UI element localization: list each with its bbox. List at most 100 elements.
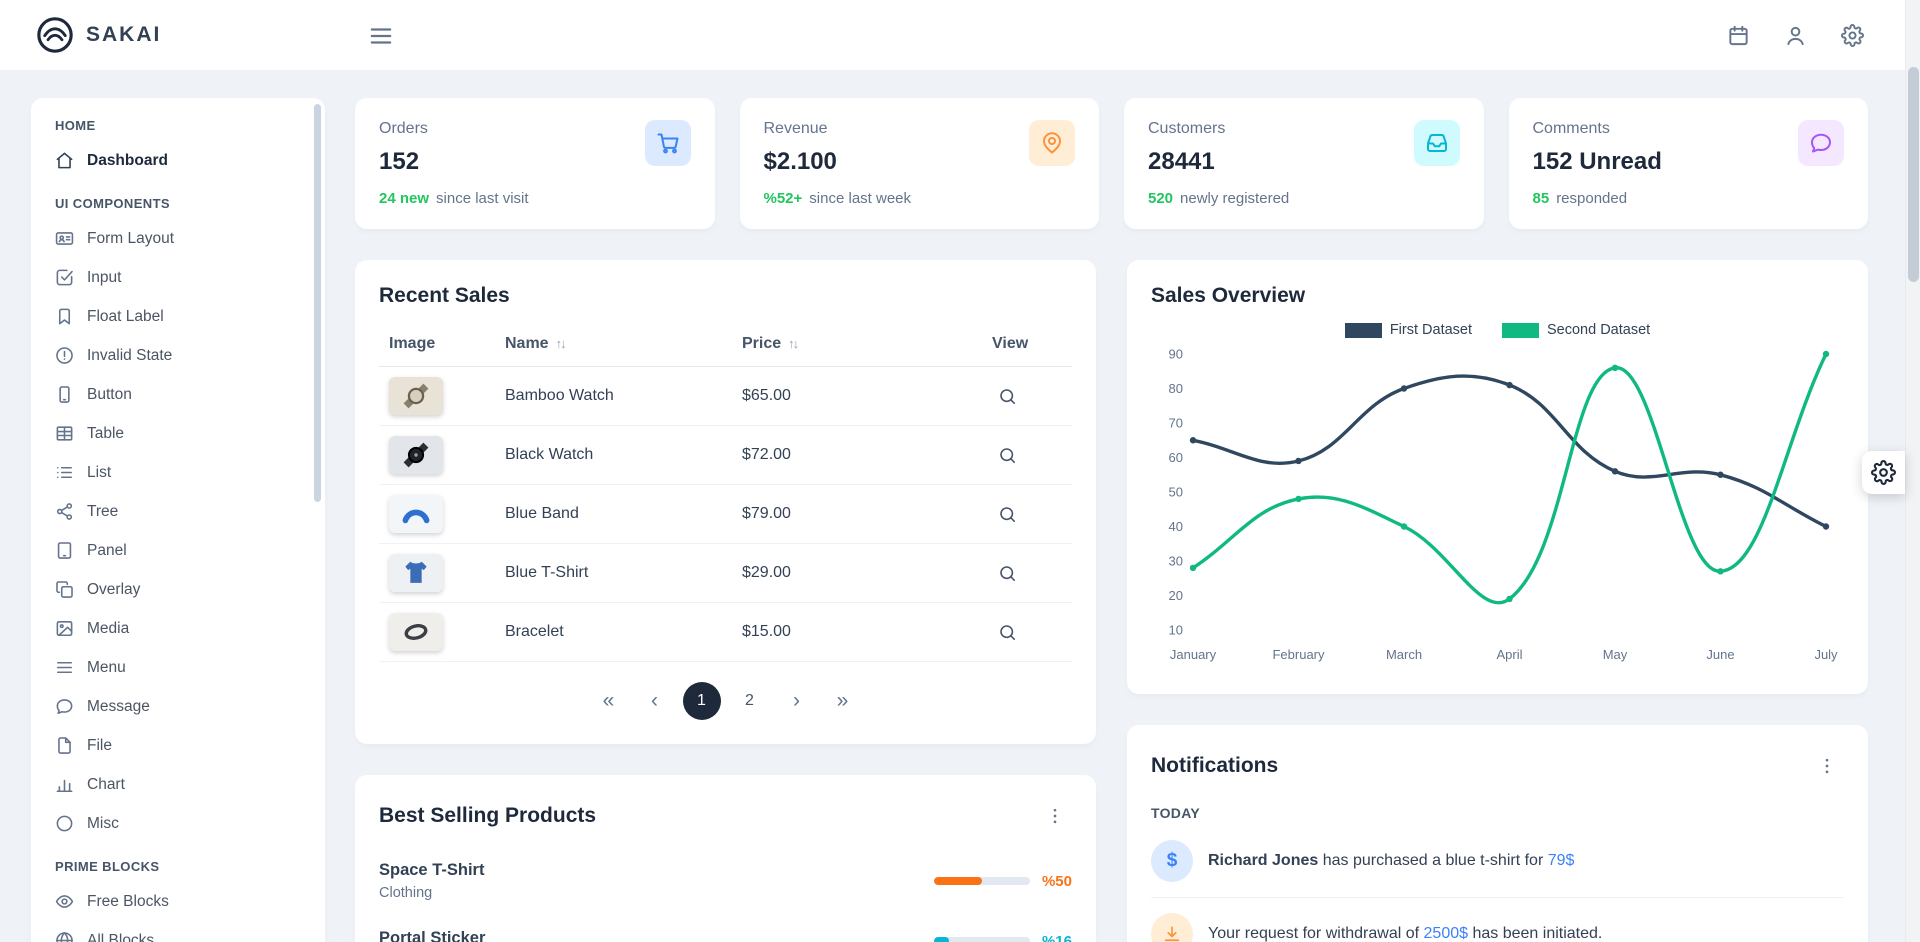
sidebar-item-float-label[interactable]: Float Label — [45, 297, 311, 336]
svg-text:70: 70 — [1169, 416, 1183, 431]
best-selling-card: Best Selling Products Space T-Shirt Cloth… — [355, 775, 1096, 942]
sort-icon: ↑↓ — [788, 336, 799, 351]
sidebar-item-label: Misc — [87, 814, 119, 832]
last-page-button[interactable]: » — [825, 683, 861, 719]
sidebar-item-panel[interactable]: Panel — [45, 531, 311, 570]
scrollbar-thumb[interactable] — [1908, 67, 1919, 282]
legend-item-second-dataset[interactable]: Second Dataset — [1502, 322, 1650, 338]
best-selling-menu-button[interactable] — [1038, 799, 1072, 833]
kebab-icon — [1045, 806, 1065, 826]
stat-icon-box — [1798, 120, 1844, 166]
table-row: Bracelet $15.00 — [379, 602, 1072, 662]
sidebar-item-overlay[interactable]: Overlay — [45, 570, 311, 609]
sidebar-item-file[interactable]: File — [45, 726, 311, 765]
product-price-cell: $65.00 — [732, 366, 982, 426]
product-price-cell: $79.00 — [732, 484, 982, 544]
page-button-1[interactable]: 1 — [682, 682, 721, 720]
view-product-button[interactable] — [992, 558, 1023, 589]
eye-icon — [55, 892, 74, 911]
product-image-cell — [379, 484, 495, 544]
sidebar-item-dashboard[interactable]: Dashboard — [45, 141, 311, 180]
profile-button[interactable] — [1784, 24, 1807, 47]
notification-item: $ Richard Jones has purchased a blue t-sh… — [1151, 825, 1844, 898]
sidebar-item-message[interactable]: Message — [45, 687, 311, 726]
recent-sales-table: Image Name ↑↓ Price ↑↓ View Bamboo Watch $6… — [379, 322, 1072, 662]
data-point — [1611, 364, 1619, 371]
calendar-button[interactable] — [1727, 24, 1750, 47]
sidebar-item-misc[interactable]: Misc — [45, 804, 311, 843]
first-page-button[interactable]: « — [591, 683, 627, 719]
home-icon — [55, 151, 74, 170]
menu-toggle-button[interactable] — [362, 17, 400, 55]
data-point — [1506, 381, 1513, 389]
stat-card-comments: Comments 152 Unread 85 responded — [1508, 98, 1868, 229]
file-icon — [55, 736, 74, 755]
next-page-button[interactable]: › — [779, 683, 815, 719]
svg-text:July: July — [1814, 647, 1838, 662]
search-icon — [998, 623, 1017, 642]
globe-icon — [55, 931, 74, 942]
sidebar: HOME Dashboard UI COMPONENTS Form Layout Inp… — [31, 98, 325, 942]
stat-card-customers: Customers 28441 520 newly registered — [1124, 98, 1484, 229]
column-header-price[interactable]: Price ↑↓ — [732, 322, 982, 367]
settings-button[interactable] — [1841, 23, 1864, 47]
progress-percent-label: %16 — [1041, 932, 1072, 942]
svg-text:10: 10 — [1169, 623, 1183, 638]
notification-link[interactable]: 79$ — [1547, 851, 1575, 869]
product-name-cell: Bamboo Watch — [495, 366, 732, 426]
recent-sales-card: Recent Sales Image Name ↑↓ Price ↑↓ View B… — [355, 260, 1096, 744]
prev-page-button[interactable]: ‹ — [637, 683, 673, 719]
sidebar-item-form-layout[interactable]: Form Layout — [45, 219, 311, 258]
column-header-name[interactable]: Name ↑↓ — [495, 322, 732, 367]
sidebar-scrollbar[interactable] — [314, 104, 321, 502]
stat-highlight: 85 — [1532, 190, 1550, 207]
sidebar-item-media[interactable]: Media — [45, 609, 311, 648]
product-image-cell — [379, 366, 495, 426]
stats-row: Orders 152 24 new since last visit Revenue $2… — [355, 98, 1868, 229]
view-product-button[interactable] — [992, 440, 1023, 471]
notification-text-part: has been initiated. — [1468, 924, 1603, 942]
page-button-2[interactable]: 2 — [731, 682, 769, 720]
progress-bar — [933, 937, 1030, 942]
sidebar-item-label: Media — [87, 619, 130, 637]
view-product-button[interactable] — [992, 499, 1023, 530]
data-point — [1400, 523, 1408, 530]
main-content: Orders 152 24 new since last visit Revenue $2… — [355, 98, 1868, 942]
stat-highlight: 24 new — [379, 190, 430, 207]
topbar: SAKAI — [0, 0, 1920, 70]
sidebar-item-tree[interactable]: Tree — [45, 492, 311, 531]
sakai-logo — [36, 16, 74, 54]
view-product-button[interactable] — [992, 381, 1023, 412]
sidebar-item-list[interactable]: List — [45, 453, 311, 492]
sidebar-item-label: Panel — [87, 541, 127, 559]
legend-item-first-dataset[interactable]: First Dataset — [1344, 322, 1472, 338]
sidebar-item-all-blocks[interactable]: All Blocks — [45, 921, 311, 942]
data-point — [1717, 568, 1724, 575]
sidebar-item-label: All Blocks — [87, 931, 155, 942]
sidebar-item-button[interactable]: Button — [45, 375, 311, 414]
sidebar-item-table[interactable]: Table — [45, 414, 311, 453]
sidebar-item-label: Free Blocks — [87, 892, 169, 910]
product-image-cell — [379, 425, 495, 485]
sidebar-item-label: Overlay — [87, 580, 141, 598]
stat-label: Revenue — [763, 120, 828, 137]
sidebar-item-input[interactable]: Input — [45, 258, 311, 297]
stat-caption: newly registered — [1180, 190, 1290, 207]
notifications-menu-button[interactable] — [1810, 749, 1844, 783]
view-product-button[interactable] — [992, 617, 1023, 648]
exclamation-circle-icon — [55, 346, 74, 365]
brand[interactable]: SAKAI — [36, 0, 161, 70]
stat-label: Orders — [379, 120, 428, 137]
notification-link[interactable]: 2500$ — [1423, 924, 1469, 942]
sidebar-item-chart[interactable]: Chart — [45, 765, 311, 804]
config-gear-button[interactable] — [1862, 451, 1905, 494]
sidebar-item-invalid-state[interactable]: Invalid State — [45, 336, 311, 375]
sidebar-item-label: Float Label — [87, 307, 164, 325]
sidebar-item-free-blocks[interactable]: Free Blocks — [45, 882, 311, 921]
map-marker-icon — [1040, 131, 1064, 155]
page-scrollbar[interactable] — [1905, 0, 1920, 942]
sidebar-item-menu[interactable]: Menu — [45, 648, 311, 687]
notifications-group-label: TODAY — [1151, 805, 1200, 821]
sidebar-item-label: Tree — [87, 502, 119, 520]
dollar-icon-avatar: $ — [1151, 840, 1193, 882]
